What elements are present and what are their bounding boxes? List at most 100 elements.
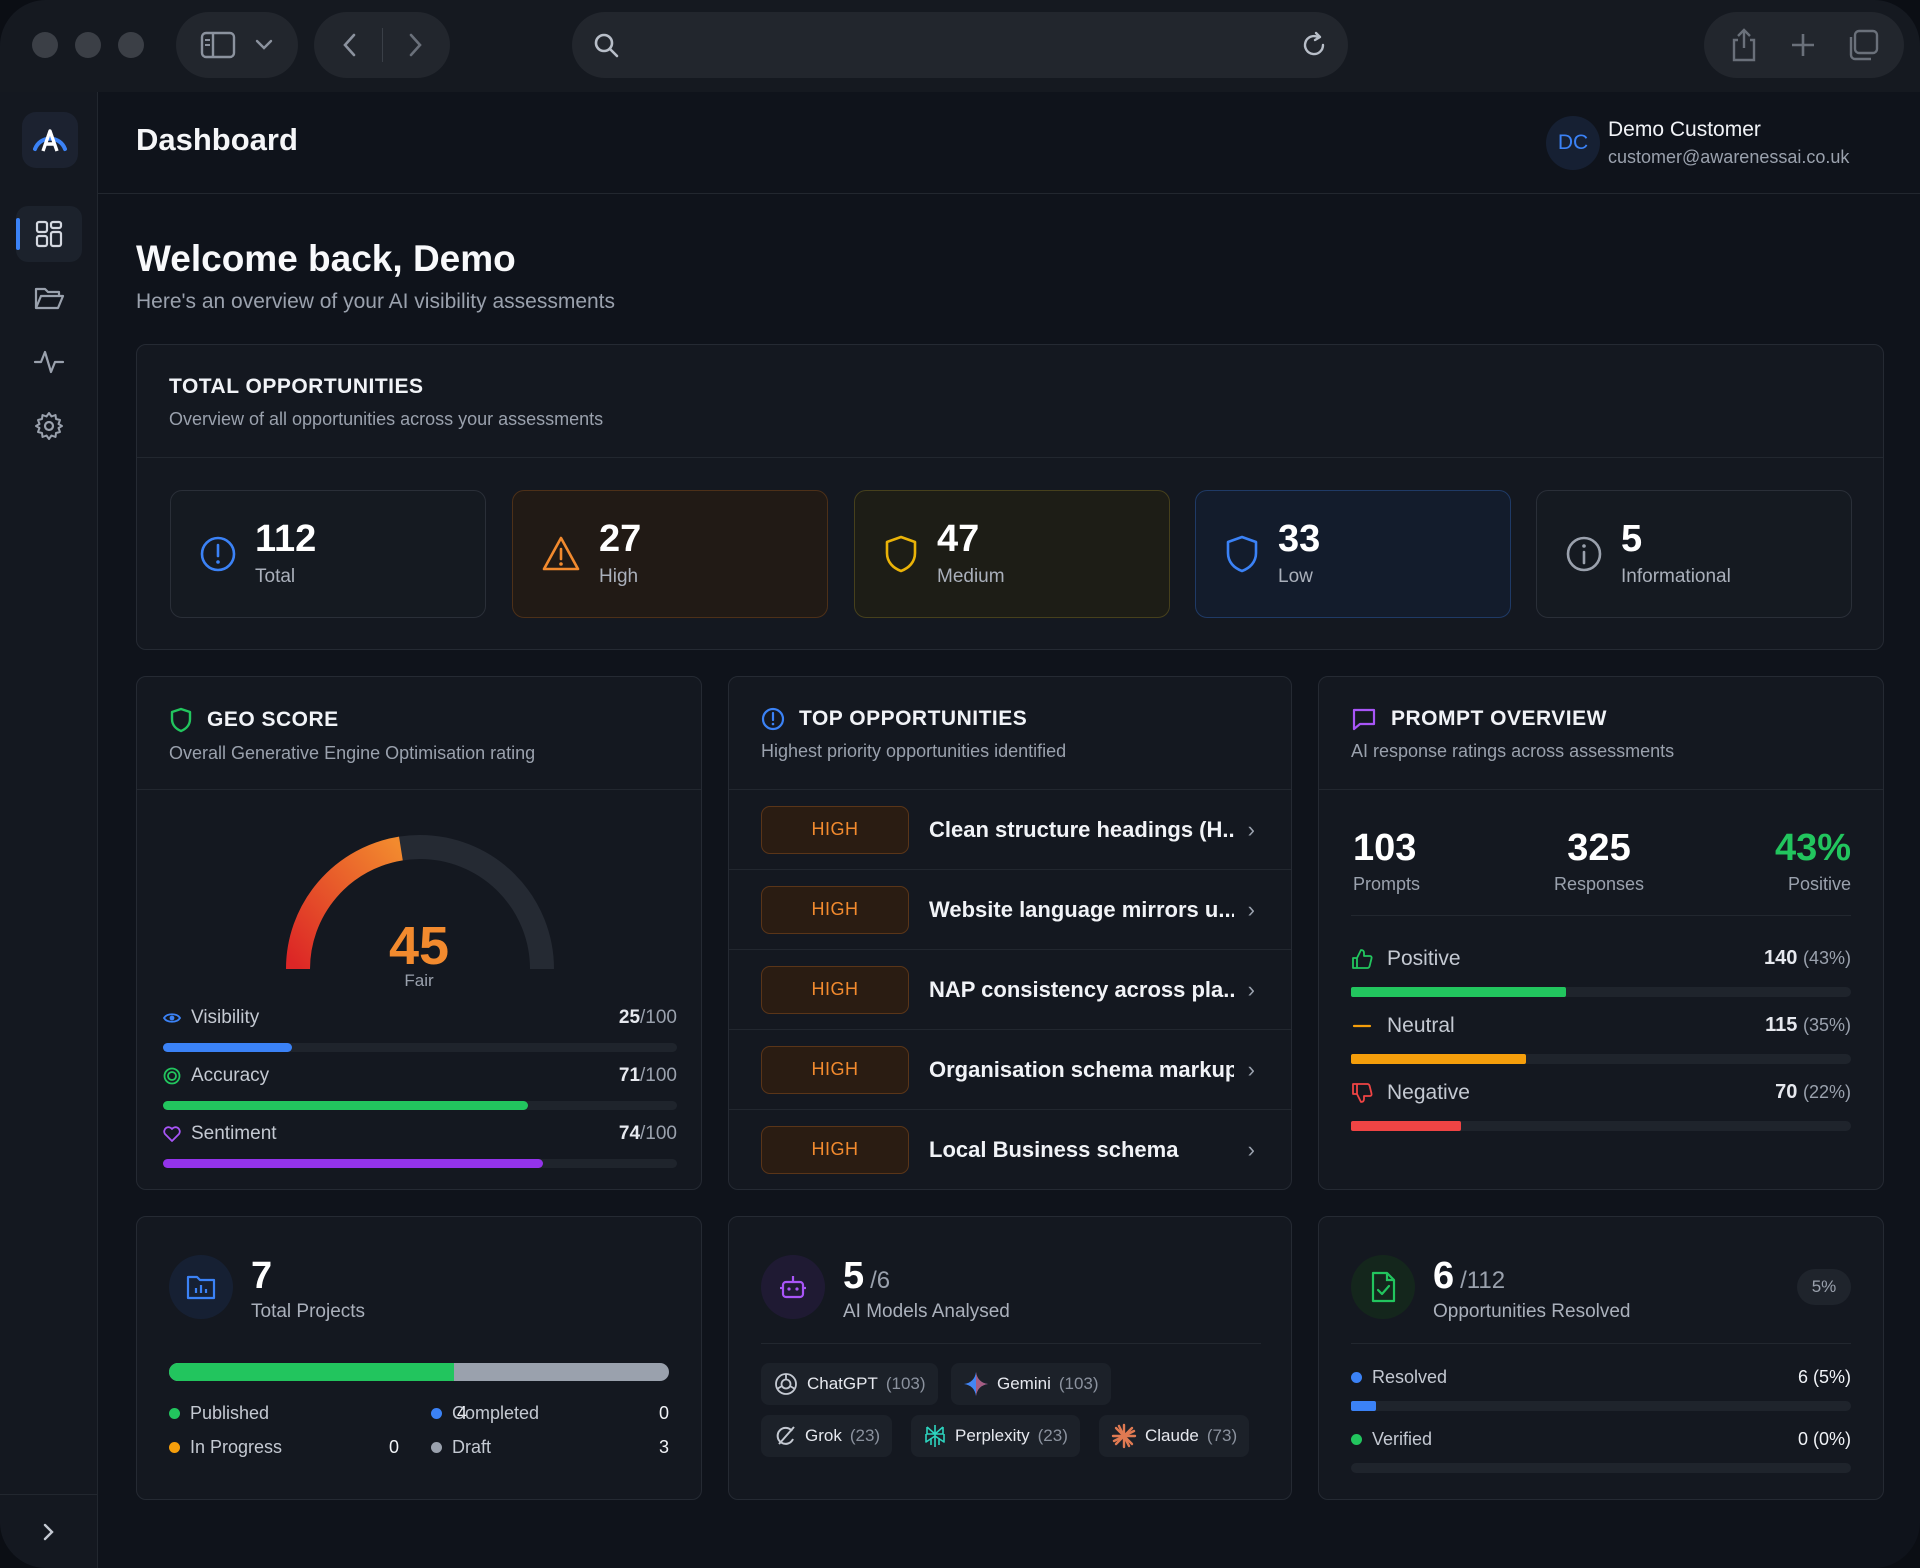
- opportunity-item[interactable]: HIGH Local Business schema ›: [729, 1109, 1291, 1189]
- awareness-logo-icon: [33, 129, 67, 152]
- avatar[interactable]: DC: [1546, 116, 1600, 170]
- stat-value: 27: [599, 518, 642, 560]
- metric-accuracy: Accuracy 71/100: [163, 1065, 677, 1115]
- opportunity-title: Website language mirrors u...: [929, 896, 1234, 922]
- minimize-window-button[interactable]: [75, 32, 101, 58]
- model-name: Grok: [805, 1426, 842, 1445]
- projects-value: 7: [251, 1255, 273, 1297]
- model-chip-gemini[interactable]: Gemini (103): [951, 1363, 1111, 1405]
- resolved-row-label: Resolved: [1372, 1367, 1448, 1387]
- resolved-total: /112: [1460, 1266, 1506, 1294]
- chevron-right-icon: ›: [1247, 1056, 1255, 1082]
- metric-bar: [163, 1159, 677, 1168]
- metric-bar: [163, 1101, 677, 1110]
- opportunity-item[interactable]: HIGH Organisation schema markup ›: [729, 1029, 1291, 1109]
- model-count: (23): [1037, 1426, 1068, 1445]
- gear-icon: [35, 412, 63, 440]
- new-tab-icon[interactable]: [1789, 31, 1817, 59]
- nav-activity[interactable]: [16, 334, 82, 390]
- chevron-right-icon: ›: [1247, 1136, 1255, 1162]
- maximize-window-button[interactable]: [118, 32, 144, 58]
- legend-label: In Progress: [190, 1437, 283, 1457]
- model-count: (103): [885, 1374, 926, 1393]
- forward-arrow-icon[interactable]: [405, 31, 425, 59]
- chevron-down-icon: [255, 39, 273, 50]
- metric-bar: [163, 1043, 677, 1052]
- geo-metrics: Visibility 25/100 Accuracy 71/100 Sentim…: [163, 1007, 677, 1177]
- opportunity-title: Clean structure headings (H...: [929, 816, 1234, 842]
- geo-score-card: GEO SCORE Overall Generative Engine Opti…: [136, 676, 702, 1190]
- metric-max: /100: [640, 1065, 677, 1086]
- nav-dashboard[interactable]: [16, 206, 82, 262]
- verified-row-value: 0 (0%): [1797, 1429, 1851, 1449]
- legend-draft: Draft: [431, 1437, 491, 1458]
- model-count: (23): [849, 1426, 881, 1445]
- app-logo[interactable]: [22, 112, 78, 168]
- sidebar-toggle-button[interactable]: [176, 12, 298, 78]
- perplexity-icon: [925, 1425, 945, 1447]
- app-sidebar: [0, 92, 98, 1568]
- model-chip-claude[interactable]: Claude (73): [1099, 1415, 1250, 1457]
- history-nav: [314, 12, 450, 78]
- nav-projects[interactable]: [16, 270, 82, 326]
- file-check-icon: [1371, 1271, 1396, 1303]
- geo-score-rating: Fair: [404, 971, 434, 990]
- model-chip-perplexity[interactable]: Perplexity (23): [911, 1415, 1080, 1457]
- welcome-subtitle: Here's an overview of your AI visibility…: [136, 290, 616, 313]
- back-arrow-icon[interactable]: [340, 31, 360, 59]
- opportunity-item[interactable]: HIGH Website language mirrors u... ›: [729, 869, 1291, 949]
- shield-icon: [170, 707, 192, 733]
- close-window-button[interactable]: [32, 32, 58, 58]
- page-header: Dashboard DC Demo Customer customer@awar…: [98, 92, 1920, 194]
- metric-label: Visibility: [191, 1007, 260, 1028]
- opportunity-item[interactable]: HIGH Clean structure headings (H... ›: [729, 789, 1291, 869]
- model-count: (103): [1058, 1374, 1099, 1393]
- models-card[interactable]: 5/6 AI Models Analysed ChatGPT (103) Gemi…: [728, 1216, 1292, 1500]
- expand-sidebar-button[interactable]: [20, 1504, 76, 1560]
- thumbs-up-icon: [1352, 949, 1373, 969]
- verified-row: Verified 0 (0%): [1351, 1429, 1851, 1475]
- metric-label: Sentiment: [191, 1123, 277, 1144]
- page-title: Dashboard: [136, 122, 298, 157]
- stat-total[interactable]: 112 Total: [170, 490, 486, 618]
- rating-bar-fill: [1351, 1054, 1526, 1064]
- address-bar[interactable]: [572, 12, 1348, 78]
- stat-medium[interactable]: 47 Medium: [854, 490, 1170, 618]
- model-chip-grok[interactable]: Grok (23): [761, 1415, 893, 1457]
- card-title: TOTAL OPPORTUNITIES: [169, 375, 424, 398]
- opportunity-item[interactable]: HIGH NAP consistency across pla... ›: [729, 949, 1291, 1029]
- metric-visibility: Visibility 25/100: [163, 1007, 677, 1057]
- model-chip-chatgpt[interactable]: ChatGPT (103): [761, 1363, 938, 1405]
- models-icon-badge: [761, 1255, 825, 1319]
- metric-value: 74: [618, 1123, 641, 1144]
- metric-bar-fill: [163, 1043, 292, 1052]
- share-icon[interactable]: [1729, 28, 1759, 62]
- reload-icon[interactable]: [1300, 31, 1328, 59]
- thumbs-down-icon: [1352, 1083, 1373, 1103]
- legend-label: Draft: [452, 1437, 492, 1457]
- eye-icon: [163, 1013, 181, 1023]
- tabs-overview-icon[interactable]: [1847, 29, 1879, 61]
- priority-badge: HIGH: [761, 805, 909, 854]
- projects-card[interactable]: 7 Total Projects Published 4 Completed 0…: [136, 1216, 702, 1500]
- rating-count: 115: [1765, 1014, 1798, 1036]
- projects-published-fill: [169, 1363, 454, 1381]
- resolved-bar: [1351, 1401, 1851, 1411]
- prompts-value: 103: [1353, 827, 1417, 869]
- resolved-card[interactable]: 6/112 Opportunities Resolved 5% Resolved…: [1318, 1216, 1884, 1500]
- metric-bar-fill: [163, 1159, 544, 1168]
- user-name: Demo Customer: [1608, 118, 1761, 141]
- legend-in-progress: In Progress: [169, 1437, 282, 1458]
- model-name: Gemini: [997, 1374, 1051, 1393]
- metric-label: Accuracy: [191, 1065, 270, 1086]
- resolved-icon-badge: [1351, 1255, 1415, 1319]
- nav-settings[interactable]: [16, 398, 82, 454]
- stat-high[interactable]: 27 High: [512, 490, 828, 618]
- model-count: (73): [1206, 1426, 1238, 1445]
- responses-label: Responses: [1553, 874, 1645, 894]
- stat-informational[interactable]: 5 Informational: [1536, 490, 1852, 618]
- stat-low[interactable]: 33 Low: [1195, 490, 1511, 618]
- robot-icon: [780, 1276, 806, 1299]
- folder-open-icon: [34, 287, 65, 310]
- heart-icon: [163, 1126, 181, 1142]
